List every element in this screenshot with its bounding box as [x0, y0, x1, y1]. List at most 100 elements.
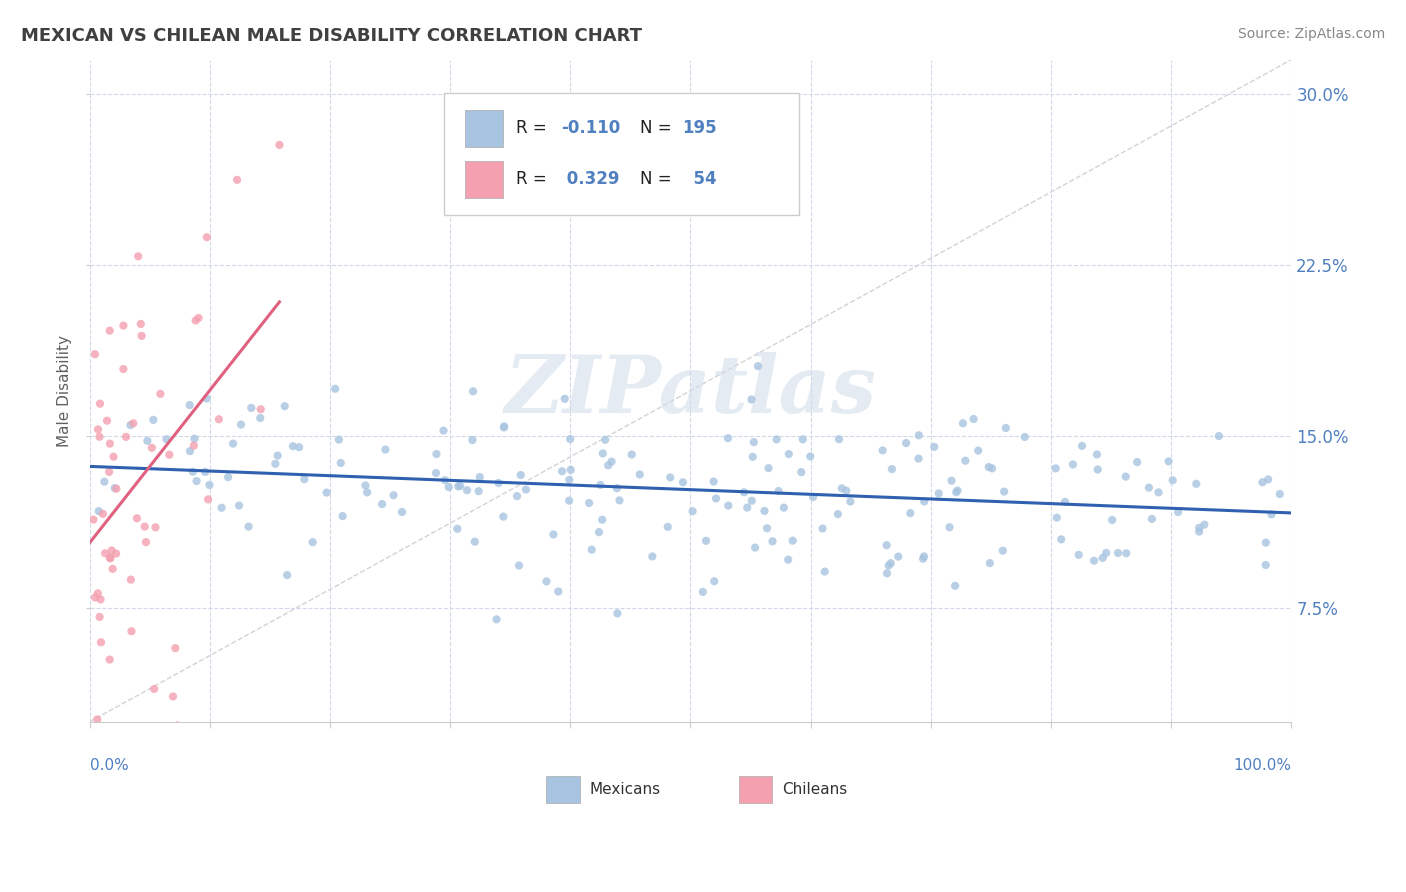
- Point: [145, 520, 167, 534]
- Point: [657, 520, 679, 534]
- Point: [105, 482, 128, 496]
- Point: [554, 392, 576, 406]
- Point: [588, 525, 610, 540]
- Point: [558, 473, 581, 487]
- FancyBboxPatch shape: [464, 111, 503, 146]
- Point: [908, 428, 931, 442]
- Point: [928, 486, 950, 500]
- Point: [446, 522, 468, 536]
- Point: [84, 347, 107, 361]
- Point: [356, 485, 378, 500]
- Point: [515, 483, 537, 497]
- Point: [162, 690, 184, 704]
- Point: [912, 549, 935, 564]
- Point: [87, 586, 110, 600]
- Point: [641, 549, 664, 564]
- Point: [945, 485, 967, 500]
- Point: [269, 138, 291, 153]
- Point: [226, 173, 249, 187]
- Point: [315, 485, 337, 500]
- Point: [790, 465, 813, 479]
- Point: [98, 324, 121, 338]
- Point: [464, 534, 486, 549]
- Point: [155, 432, 177, 446]
- Point: [115, 430, 138, 444]
- Point: [912, 551, 935, 566]
- Point: [1062, 458, 1084, 472]
- Point: [628, 467, 651, 482]
- Point: [792, 433, 814, 447]
- Point: [129, 317, 152, 331]
- Point: [89, 397, 111, 411]
- Point: [183, 439, 205, 453]
- Point: [589, 478, 612, 492]
- Point: [273, 399, 295, 413]
- Point: [240, 401, 263, 415]
- Point: [134, 519, 156, 533]
- Point: [1268, 487, 1291, 501]
- Point: [547, 584, 569, 599]
- Point: [831, 481, 853, 495]
- Point: [276, 568, 298, 582]
- Point: [1046, 510, 1069, 524]
- Point: [142, 413, 165, 427]
- Point: [741, 493, 763, 508]
- Point: [249, 411, 271, 425]
- Point: [461, 384, 484, 399]
- Point: [543, 527, 565, 541]
- Point: [98, 652, 121, 666]
- Point: [551, 464, 574, 478]
- Point: [955, 453, 977, 467]
- Point: [659, 470, 682, 484]
- Point: [740, 392, 762, 407]
- Point: [492, 420, 515, 434]
- Point: [179, 444, 201, 458]
- Point: [758, 461, 780, 475]
- Point: [733, 485, 755, 500]
- Point: [354, 478, 377, 492]
- Point: [1071, 439, 1094, 453]
- Point: [323, 382, 346, 396]
- Point: [508, 558, 530, 573]
- Point: [578, 496, 600, 510]
- Point: [492, 509, 515, 524]
- Point: [1045, 461, 1067, 475]
- Point: [131, 329, 153, 343]
- Point: [941, 474, 963, 488]
- Point: [991, 543, 1014, 558]
- Point: [374, 442, 396, 457]
- Point: [198, 478, 221, 492]
- Point: [228, 499, 250, 513]
- Point: [82, 513, 104, 527]
- Point: [135, 535, 157, 549]
- Point: [558, 493, 581, 508]
- Point: [894, 436, 917, 450]
- Point: [977, 460, 1000, 475]
- Point: [112, 362, 135, 376]
- Point: [488, 475, 510, 490]
- Point: [149, 387, 172, 401]
- Point: [136, 434, 159, 448]
- Point: [122, 417, 145, 431]
- Point: [1126, 455, 1149, 469]
- Text: Source: ZipAtlas.com: Source: ZipAtlas.com: [1237, 27, 1385, 41]
- Point: [104, 481, 127, 495]
- Point: [98, 550, 121, 565]
- Point: [183, 432, 205, 446]
- Point: [238, 519, 260, 533]
- Point: [332, 509, 354, 524]
- Point: [208, 412, 231, 426]
- Point: [141, 441, 163, 455]
- Point: [195, 230, 218, 244]
- Point: [89, 610, 111, 624]
- Point: [924, 440, 946, 454]
- Point: [1208, 429, 1230, 443]
- Point: [371, 497, 394, 511]
- Point: [184, 313, 207, 327]
- Point: [907, 451, 929, 466]
- Point: [181, 465, 204, 479]
- Point: [591, 513, 613, 527]
- Point: [967, 443, 990, 458]
- Point: [606, 481, 628, 495]
- Point: [112, 318, 135, 333]
